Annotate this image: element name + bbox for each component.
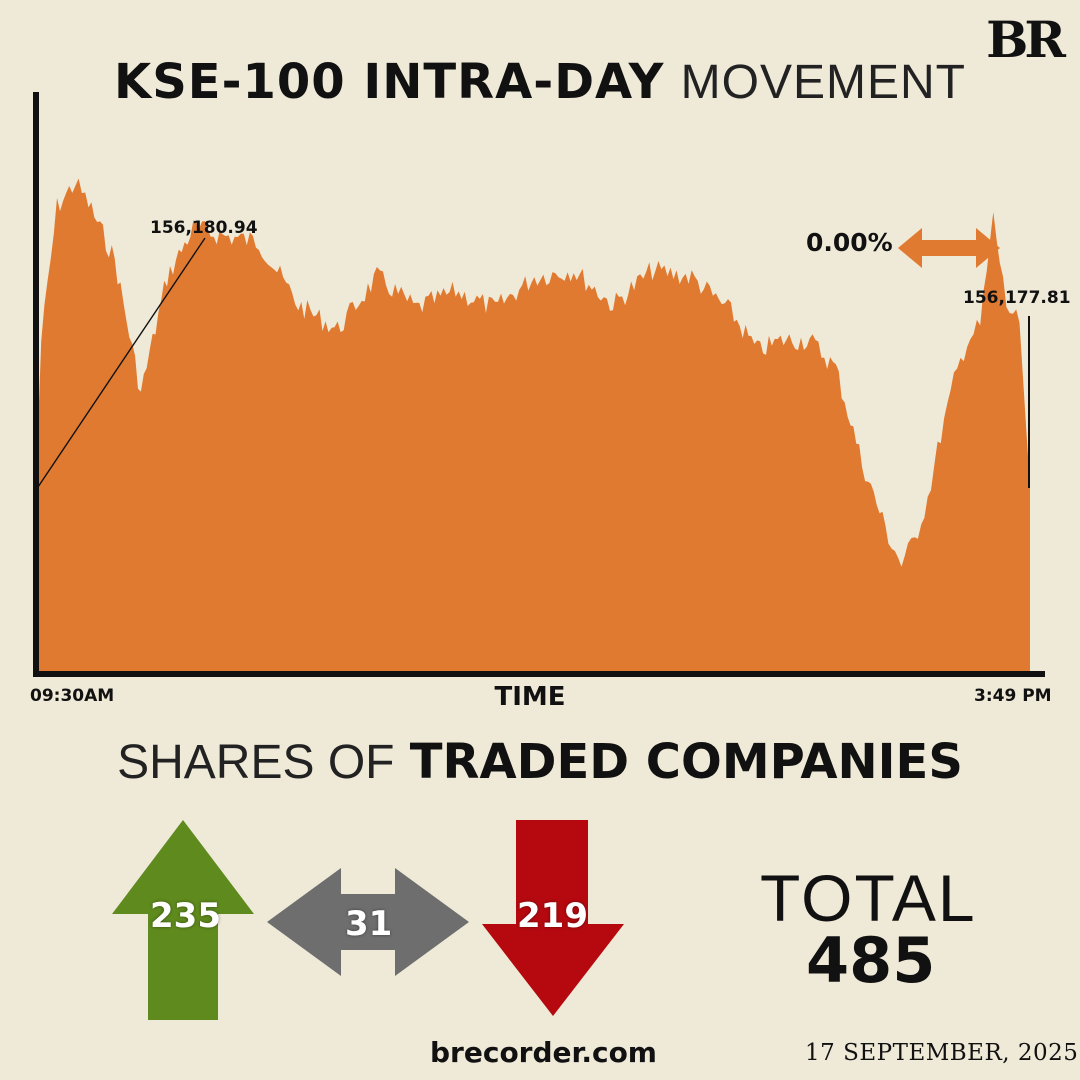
down-arrow-icon	[482, 820, 624, 1016]
close-value-label: 156,177.81	[963, 288, 1071, 308]
breadth-title-bold: TRADED COMPANIES	[409, 734, 963, 790]
open-value-leader	[37, 237, 206, 488]
open-value-label: 156,180.94	[150, 218, 258, 238]
breadth-title: SHARES OF TRADED COMPANIES	[0, 732, 1080, 793]
declining-count: 219	[517, 896, 588, 936]
x-axis-label: TIME	[494, 682, 566, 712]
x-start-label: 09:30AM	[30, 686, 115, 706]
website-link[interactable]: brecorder.com	[430, 1036, 657, 1069]
br-logo: BR	[986, 10, 1066, 69]
unchanged-count: 31	[345, 904, 393, 944]
report-date: 17 SEPTEMBER, 2025	[805, 1040, 1079, 1066]
chart-title-light: MOVEMENT	[680, 56, 966, 109]
change-percent: 0.00%	[806, 228, 893, 257]
double-arrow-icon	[898, 228, 1000, 268]
chart-title: KSE-100 INTRA-DAY MOVEMENT	[0, 52, 1080, 113]
total-value: 485	[806, 924, 936, 997]
chart-title-bold: KSE-100 INTRA-DAY	[114, 54, 665, 110]
breadth-title-light: SHARES OF	[117, 736, 395, 789]
unchanged-arrow-icon	[267, 868, 469, 976]
advancing-count: 235	[150, 896, 221, 936]
x-end-label: 3:49 PM	[974, 686, 1052, 706]
up-arrow-icon	[112, 820, 254, 1020]
intraday-area-series	[36, 178, 1030, 673]
total-label: TOTAL	[760, 861, 977, 935]
